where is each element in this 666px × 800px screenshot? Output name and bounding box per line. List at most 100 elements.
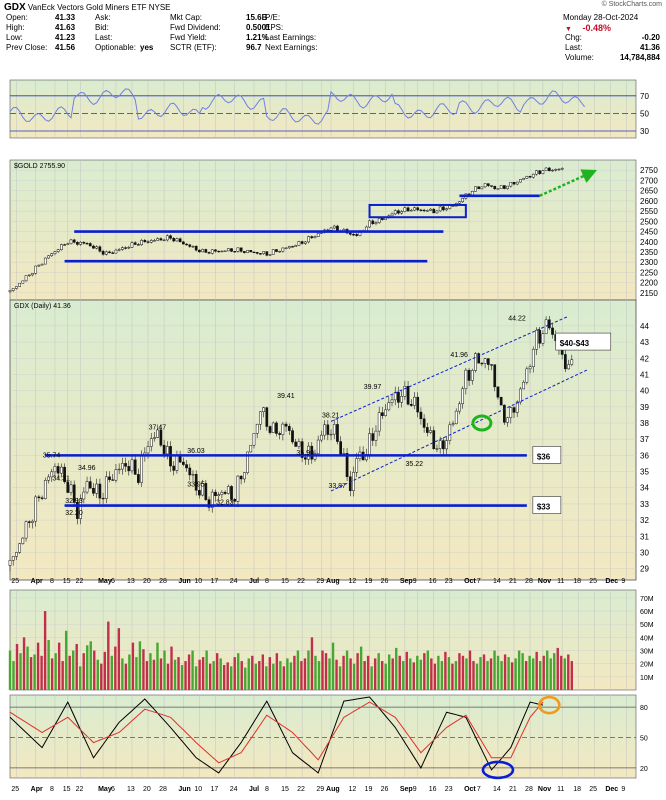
- gdx-candle-body: [297, 441, 301, 447]
- gold-candle-body: [287, 246, 291, 249]
- gold-candle-body: [265, 251, 269, 256]
- month-axis-label: 19: [365, 578, 373, 585]
- gdx-channel-line: [330, 369, 589, 492]
- quote-value: 41.56: [55, 43, 76, 52]
- quote-label: Prev Close:: [6, 43, 48, 52]
- gold-candle-body: [445, 208, 448, 211]
- quote-value: 1.21%: [246, 33, 269, 42]
- gdx-candle-body: [454, 410, 458, 424]
- gold-candle-body: [246, 250, 249, 253]
- gdx-candle-body: [384, 409, 387, 416]
- volume-bar: [173, 659, 177, 690]
- gdx-candle-body: [419, 411, 423, 420]
- volume-bar: [103, 651, 107, 690]
- quote-right-value: 41.36: [639, 43, 660, 52]
- volume-bar: [366, 655, 370, 690]
- month-axis-label: 17: [210, 578, 218, 585]
- month-axis-label: Oct: [464, 578, 476, 585]
- month-axis-label: 9: [413, 786, 417, 793]
- volume-tick-label: 40M: [640, 635, 654, 642]
- gold-tick-label: 2250: [640, 268, 658, 277]
- gdx-candle-body: [159, 429, 163, 446]
- volume-bar: [402, 661, 405, 690]
- gold-tick-label: 2200: [640, 279, 658, 288]
- gold-tick-label: 2400: [640, 238, 658, 247]
- month-axis-label: 10: [194, 578, 202, 585]
- volume-bar: [163, 650, 166, 690]
- gold-candle-body: [242, 251, 246, 253]
- gold-candle-body: [210, 249, 214, 254]
- gdx-candle-body: [153, 437, 156, 439]
- gdx-price-label: 35.22: [405, 461, 423, 468]
- gdx-candle-body: [259, 411, 262, 425]
- gold-candle-body: [525, 176, 529, 179]
- gold-tick-label: 2550: [640, 207, 658, 216]
- gdx-candle-body: [458, 403, 461, 412]
- gdx-panel-label: GDX (Daily) 41.36: [14, 303, 71, 310]
- gold-candle-body: [53, 251, 57, 254]
- gdx-candle-body: [438, 440, 442, 449]
- gdx-candle-body: [242, 472, 246, 480]
- volume-bar: [89, 641, 92, 690]
- gold-candle-body: [249, 250, 253, 253]
- volume-bar: [64, 630, 68, 690]
- volume-bar: [454, 661, 458, 690]
- gdx-candle-body: [79, 498, 82, 519]
- gdx-candle-body: [316, 439, 320, 455]
- gdx-candle-body: [56, 466, 60, 474]
- gold-candle-body: [156, 238, 160, 241]
- volume-bar: [317, 661, 321, 690]
- gdx-candle-body: [535, 329, 538, 350]
- month-axis-label: 8: [265, 786, 269, 793]
- gdx-candle-body: [400, 396, 404, 403]
- quote-label: Fwd Yield:: [170, 33, 207, 42]
- gdx-candle-body: [246, 451, 249, 473]
- volume-tick-label: 50M: [640, 622, 654, 629]
- month-axis-label: 20: [143, 578, 151, 585]
- month-axis-label: 17: [210, 786, 218, 793]
- gdx-price-label: 32.93: [65, 498, 83, 505]
- gdx-candle-body: [133, 459, 137, 475]
- gold-candle-body: [88, 243, 92, 247]
- gdx-candle-body: [284, 423, 288, 427]
- volume-bar: [500, 661, 503, 690]
- gdx-candle-body: [50, 471, 54, 478]
- gold-candle-body: [11, 288, 15, 291]
- gold-candle-body: [47, 255, 50, 259]
- volume-bar: [440, 661, 444, 690]
- gdx-candle-body: [165, 446, 169, 455]
- gdx-candle-body: [271, 422, 275, 433]
- gold-candle-body: [214, 249, 217, 252]
- gdx-candle-body: [217, 494, 221, 497]
- gold-tick-label: 2350: [640, 248, 658, 257]
- volume-bar: [251, 655, 254, 690]
- gdx-candle-body: [413, 396, 416, 406]
- month-axis-label: 11: [557, 786, 564, 793]
- gdx-candle-body: [69, 484, 73, 493]
- gdx-price-label: 38.21: [322, 413, 340, 420]
- volume-bar: [475, 663, 479, 690]
- gdx-candle-body: [11, 556, 15, 561]
- gdx-price-label: 33.87: [328, 483, 346, 490]
- gold-candle-body: [371, 220, 375, 225]
- volume-bar: [265, 666, 268, 690]
- gdx-candle-body: [371, 433, 375, 441]
- month-axis-label: 28: [159, 578, 167, 585]
- gold-candle-body: [403, 207, 407, 212]
- quote-value: 41.23: [55, 33, 76, 42]
- price-target-label: $33: [537, 503, 551, 512]
- volume-bar: [535, 651, 538, 690]
- volume-bar: [482, 654, 486, 690]
- gold-candle-body: [515, 181, 519, 185]
- gold-candle-body: [531, 173, 535, 178]
- gdx-candle-body: [210, 491, 214, 508]
- gold-candle-body: [117, 249, 121, 251]
- gold-candle-body: [15, 286, 18, 289]
- quote-label: Last:: [95, 33, 113, 42]
- volume-bar: [258, 661, 261, 690]
- volume-bar: [391, 658, 394, 690]
- gold-candle-body: [69, 239, 73, 245]
- gdx-candle-body: [88, 481, 92, 489]
- gold-candle-body: [56, 249, 60, 252]
- gold-candle-body: [217, 250, 221, 253]
